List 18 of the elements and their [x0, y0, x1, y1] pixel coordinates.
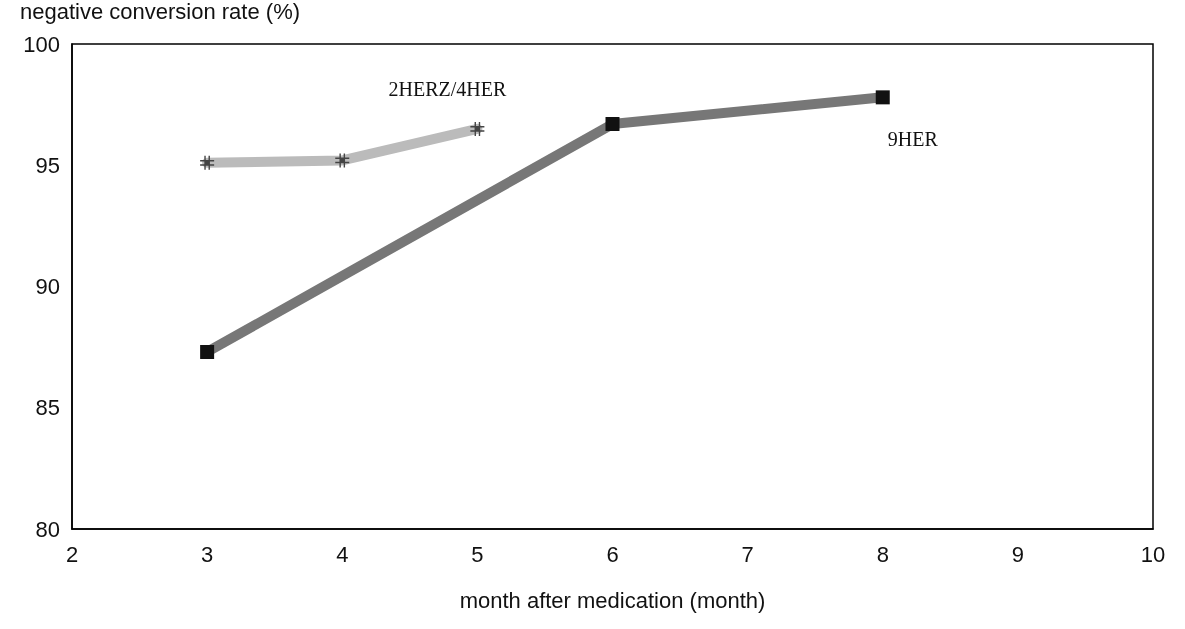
x-tick-label: 9: [1011, 541, 1024, 567]
y-tick-label: 80: [35, 516, 60, 542]
x-tick-label: 6: [606, 541, 619, 567]
x-axis-title: month after medication (month): [459, 587, 766, 613]
series-label: 9HER: [887, 128, 939, 151]
y-tick-label: 100: [23, 31, 60, 57]
y-tick-label: 90: [35, 274, 60, 299]
y-axis-title: negative conversion rate (%): [20, 0, 301, 24]
x-tick-label: 3: [201, 541, 214, 567]
x-tick-label: 7: [741, 541, 754, 567]
series-label: 2HERZ/4HER: [388, 77, 507, 100]
x-tick-label: 5: [471, 541, 484, 567]
x-tick-label: 4: [336, 541, 349, 567]
x-tick-label: 10: [1140, 541, 1166, 567]
x-tick-label: 8: [876, 541, 889, 567]
y-tick-label: 95: [35, 152, 60, 178]
x-tick-label: 2: [65, 541, 79, 567]
y-tick-label: 85: [35, 395, 60, 421]
